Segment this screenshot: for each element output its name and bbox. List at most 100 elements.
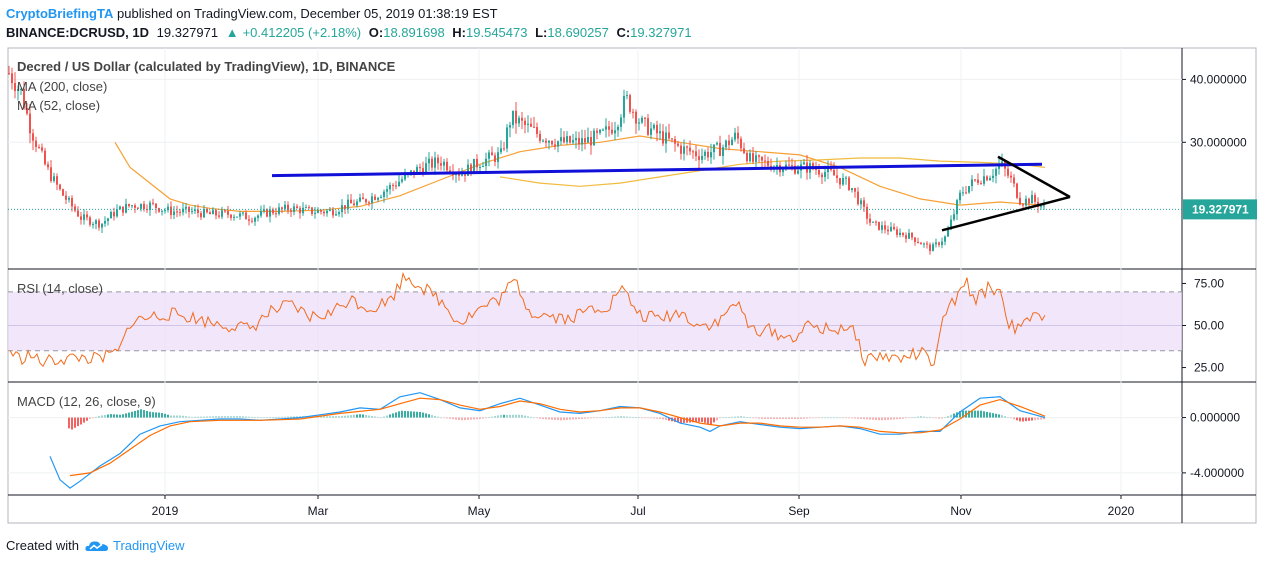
macd-histogram-bar (1025, 417, 1027, 422)
macd-histogram-bar (410, 411, 412, 418)
candle-body (428, 158, 430, 164)
candle-body (755, 155, 757, 162)
macd-histogram-bar (929, 417, 931, 419)
candle-body (707, 151, 709, 158)
candle-body (257, 215, 259, 218)
macd-histogram-bar (326, 416, 328, 418)
close-label: C: (616, 25, 631, 40)
candle-body (533, 126, 535, 128)
macd-histogram-bar (503, 414, 505, 418)
rsi-axis-label: 25.00 (1194, 361, 1224, 375)
candle-body (992, 175, 994, 179)
macd-histogram-bar (551, 417, 553, 420)
candle-body (263, 209, 265, 211)
macd-histogram-bar (224, 416, 226, 418)
candle-body (581, 138, 583, 145)
candle-body (164, 210, 166, 212)
candle-body (650, 128, 652, 135)
candle-body (173, 211, 175, 216)
macd-histogram-bar (332, 416, 334, 418)
macd-histogram-bar (806, 417, 808, 419)
macd-histogram-bar (596, 417, 598, 419)
macd-histogram-bar (227, 416, 229, 418)
candle-body (266, 209, 268, 217)
macd-axis-label: -4.000000 (1190, 466, 1244, 480)
macd-histogram-bar (662, 417, 664, 420)
candle-body (119, 206, 121, 210)
macd-histogram-bar (737, 416, 739, 418)
ma52-legend: MA (52, close) (17, 98, 100, 113)
candle-body (485, 158, 487, 167)
macd-histogram-bar (680, 417, 682, 424)
macd-histogram-bar (665, 417, 667, 420)
macd-histogram-bar (362, 414, 364, 418)
candle-body (677, 143, 679, 146)
candle-body (488, 152, 490, 159)
ma52-line (499, 157, 1046, 187)
candle-body (125, 203, 127, 213)
macd-histogram-bar (767, 417, 769, 419)
candle-body (836, 175, 838, 178)
macd-histogram-bar (944, 417, 946, 418)
macd-histogram-bar (281, 416, 283, 418)
macd-histogram-bar (341, 416, 343, 418)
candle-body (35, 140, 37, 147)
candle-body (383, 191, 385, 197)
macd-histogram-bar (530, 416, 532, 418)
macd-histogram-bar (641, 417, 643, 419)
candle-body (14, 83, 16, 91)
macd-histogram-bar (872, 417, 874, 420)
candle-body (185, 206, 187, 209)
candle-body (344, 205, 346, 209)
macd-histogram-bar (800, 417, 802, 419)
macd-histogram-bar (491, 416, 493, 418)
macd-histogram-bar (239, 416, 241, 418)
macd-histogram-bar (746, 417, 748, 418)
macd-histogram-bar (563, 417, 565, 421)
candle-body (326, 210, 328, 214)
candle-body (620, 117, 622, 127)
macd-histogram-bar (848, 417, 850, 419)
ma200-legend: MA (200, close) (17, 79, 107, 94)
candle-body (845, 177, 847, 179)
candle-body (443, 161, 445, 166)
author-link[interactable]: CryptoBriefingTA (6, 6, 114, 21)
macd-histogram-bar (353, 414, 355, 418)
macd-histogram-bar (398, 411, 400, 418)
macd-histogram-bar (461, 417, 463, 421)
macd-histogram-bar (794, 417, 796, 419)
macd-histogram-bar (980, 410, 982, 418)
candle-body (254, 217, 256, 222)
macd-histogram-bar (809, 417, 811, 419)
macd-histogram-bar (959, 411, 961, 418)
candle-body (338, 212, 340, 215)
tradingview-link[interactable]: TradingView (112, 538, 185, 553)
candle-body (242, 212, 244, 214)
rsi-axis-label: 50.00 (1194, 319, 1224, 333)
candle-body (98, 220, 100, 228)
candle-body (575, 137, 577, 141)
candle-body (494, 155, 496, 162)
candle-body (152, 202, 154, 204)
candle-body (260, 210, 262, 216)
candle-body (887, 229, 889, 232)
candle-body (563, 137, 565, 143)
candle-body (698, 156, 700, 160)
macd-histogram-bar (674, 417, 676, 422)
macd-histogram-bar (878, 417, 880, 421)
candle-body (725, 140, 727, 148)
macd-histogram-bar (221, 416, 223, 418)
candle-body (629, 95, 631, 112)
macd-histogram-bar (593, 417, 595, 419)
candle-body (860, 200, 862, 205)
candle-body (227, 211, 229, 215)
macd-histogram-bar (941, 417, 943, 419)
macd-histogram-bar (509, 414, 511, 418)
candle-body (176, 211, 178, 213)
macd-histogram-bar (728, 417, 730, 418)
candle-body (461, 174, 463, 176)
macd-histogram-bar (947, 416, 949, 418)
macd-histogram-bar (896, 417, 898, 420)
macd-histogram-bar (923, 416, 925, 418)
